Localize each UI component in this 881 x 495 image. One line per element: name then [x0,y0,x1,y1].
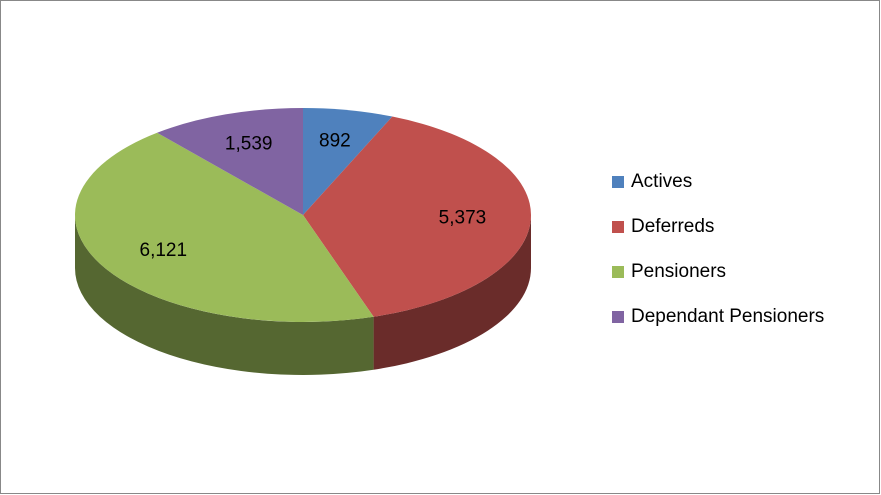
pie-tops [75,108,531,322]
pie-slice [75,132,374,322]
data-label: 1,539 [225,134,273,155]
legend-label: Pensioners [631,261,726,282]
legend: Actives Deferreds Pensioners Dependant Pens… [612,171,824,327]
pie-slice [303,116,531,317]
legend-label: Dependant Pensioners [631,306,824,327]
pie-side [75,215,374,376]
data-label: 6,121 [140,240,188,261]
pie-slice [157,108,303,215]
legend-label: Actives [631,171,692,192]
pie-sides [75,215,531,376]
legend-label: Deferreds [631,216,714,237]
legend-swatch [612,266,624,278]
legend-swatch [612,176,624,188]
data-label: 892 [319,131,351,152]
data-label: 5,373 [439,207,487,228]
data-labels: 892 5,373 6,121 1,539 [140,131,487,262]
pie-side [373,215,531,370]
legend-swatch [612,311,624,323]
pie-slice [303,108,393,215]
legend-swatch [612,221,624,233]
